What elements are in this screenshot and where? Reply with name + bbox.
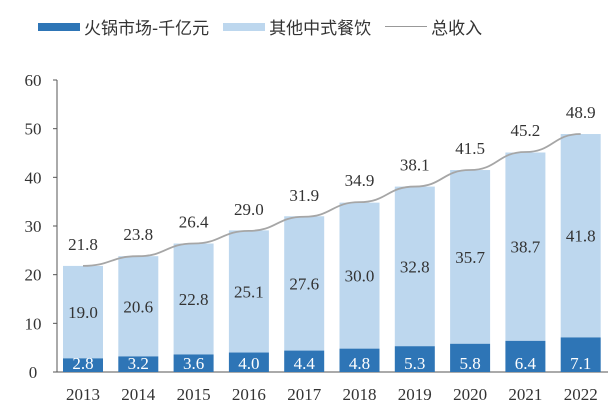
data-label-other: 20.6 — [123, 297, 153, 316]
y-tick-label: 60 — [25, 71, 42, 90]
x-tick-label: 2020 — [453, 385, 487, 404]
bar-hotpot — [63, 358, 103, 372]
data-label-total: 23.8 — [123, 225, 153, 244]
data-label-other: 30.0 — [345, 267, 375, 286]
y-tick-label: 10 — [25, 314, 42, 333]
data-label-hotpot: 5.8 — [459, 354, 480, 373]
data-label-other: 25.1 — [234, 282, 264, 301]
legend-label: 火锅市场-千亿元 — [84, 19, 210, 39]
data-label-other: 38.7 — [511, 238, 541, 257]
data-label-total: 41.5 — [455, 139, 485, 158]
bar-hotpot — [450, 343, 491, 372]
data-label-other: 19.0 — [68, 303, 98, 322]
x-tick-label: 2014 — [121, 385, 156, 404]
bar-hotpot — [284, 350, 325, 372]
bar-other — [560, 134, 601, 338]
legend-swatch — [223, 22, 266, 31]
data-label-total: 48.9 — [566, 103, 596, 122]
line-total — [82, 133, 581, 267]
data-label-total: 26.4 — [179, 213, 209, 232]
legend-item-hotpot: 火锅市场-千亿元 — [38, 14, 209, 39]
x-tick-label: 2016 — [232, 385, 266, 404]
bar-other — [118, 256, 159, 357]
bar-hotpot — [173, 354, 214, 372]
y-tick-label: 0 — [29, 363, 38, 382]
bar-other — [394, 186, 435, 347]
legend: 火锅市场-千亿元 其他中式餐饮 总收入 — [38, 14, 496, 39]
x-tick-label: 2017 — [287, 385, 322, 404]
bar-other — [339, 202, 380, 349]
bar-other — [505, 152, 546, 341]
data-label-hotpot: 3.6 — [183, 354, 204, 373]
data-label-hotpot: 5.3 — [404, 354, 425, 373]
data-label-other: 41.8 — [566, 227, 596, 246]
bar-other — [228, 230, 269, 353]
bar-hotpot — [339, 348, 380, 372]
y-tick-label: 30 — [25, 217, 42, 236]
data-label-total: 34.9 — [345, 171, 375, 190]
y-tick-label: 50 — [25, 120, 42, 139]
y-tick-label: 20 — [25, 266, 42, 285]
data-label-other: 22.8 — [179, 290, 209, 309]
bar-hotpot — [394, 346, 435, 372]
legend-item-total: 总收入 — [385, 14, 482, 39]
data-label-other: 35.7 — [455, 248, 485, 267]
data-label-hotpot: 3.2 — [128, 354, 149, 373]
data-label-hotpot: 7.1 — [570, 354, 591, 373]
data-label-hotpot: 4.0 — [238, 354, 259, 373]
data-label-total: 45.2 — [511, 121, 541, 140]
data-label-hotpot: 2.8 — [72, 354, 93, 373]
data-label-total: 21.8 — [68, 235, 98, 254]
x-tick-label: 2018 — [343, 385, 377, 404]
bar-hotpot — [118, 356, 159, 372]
data-label-other: 27.6 — [289, 274, 319, 293]
legend-label: 其他中式餐饮 — [269, 19, 372, 39]
x-tick-label: 2015 — [177, 385, 211, 404]
legend-swatch — [38, 22, 80, 31]
legend-label: 总收入 — [431, 19, 483, 39]
bar-hotpot — [560, 337, 601, 372]
bar-other — [173, 243, 214, 355]
x-tick-label: 2021 — [508, 385, 542, 404]
y-tick-label: 40 — [25, 168, 42, 187]
legend-item-other: 其他中式餐饮 — [223, 14, 371, 39]
data-label-other: 32.8 — [400, 257, 430, 276]
x-tick-label: 2022 — [564, 385, 598, 404]
data-label-total: 29.0 — [234, 200, 264, 219]
x-tick-label: 2019 — [398, 385, 432, 404]
bar-hotpot — [505, 340, 546, 372]
data-label-hotpot: 6.4 — [515, 354, 537, 373]
bar-other — [284, 216, 325, 351]
data-label-hotpot: 4.8 — [349, 354, 370, 373]
bar-other — [63, 265, 103, 359]
x-tick-label: 2013 — [66, 385, 100, 404]
data-label-total: 38.1 — [400, 156, 430, 175]
bar-other — [450, 170, 491, 344]
data-label-hotpot: 4.4 — [294, 354, 316, 373]
data-label-total: 31.9 — [289, 186, 319, 205]
bar-hotpot — [228, 352, 269, 372]
legend-line — [385, 25, 428, 28]
